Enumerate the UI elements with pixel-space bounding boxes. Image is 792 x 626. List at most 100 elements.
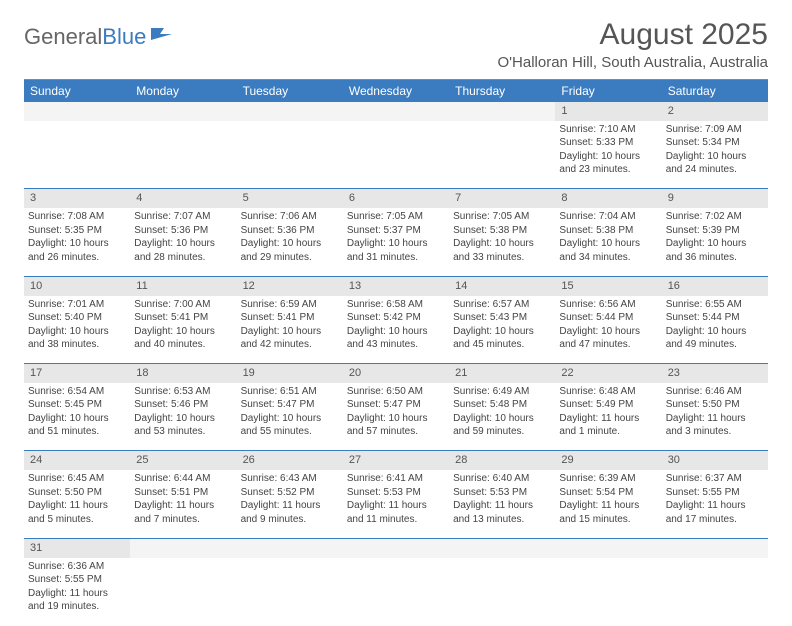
daylight-text: and 31 minutes. [347, 251, 445, 265]
daylight-text: Daylight: 10 hours [666, 150, 764, 164]
day-cell: Sunrise: 6:44 AMSunset: 5:51 PMDaylight:… [130, 470, 236, 538]
sunrise-text: Sunrise: 7:08 AM [28, 210, 126, 224]
sunrise-text: Sunrise: 7:07 AM [134, 210, 232, 224]
daylight-text: and 23 minutes. [559, 163, 657, 177]
daylight-text: Daylight: 10 hours [134, 412, 232, 426]
sunrise-text: Sunrise: 6:41 AM [347, 472, 445, 486]
day-cell: Sunrise: 7:08 AMSunset: 5:35 PMDaylight:… [24, 208, 130, 276]
day-number: 23 [662, 364, 768, 383]
daylight-text: Daylight: 10 hours [241, 412, 339, 426]
daylight-text: and 28 minutes. [134, 251, 232, 265]
header: GeneralBlue August 2025 O'Halloran Hill,… [24, 18, 768, 71]
sunrise-text: Sunrise: 6:45 AM [28, 472, 126, 486]
day-cell: Sunrise: 6:55 AMSunset: 5:44 PMDaylight:… [662, 296, 768, 364]
daylight-text: Daylight: 10 hours [134, 325, 232, 339]
day-number: 21 [449, 364, 555, 383]
day-cell: Sunrise: 7:05 AMSunset: 5:37 PMDaylight:… [343, 208, 449, 276]
sunset-text: Sunset: 5:55 PM [666, 486, 764, 500]
daylight-text: and 40 minutes. [134, 338, 232, 352]
sunrise-text: Sunrise: 6:39 AM [559, 472, 657, 486]
sunset-text: Sunset: 5:35 PM [28, 224, 126, 238]
week-row: Sunrise: 6:36 AMSunset: 5:55 PMDaylight:… [24, 558, 768, 626]
sunrise-text: Sunrise: 6:53 AM [134, 385, 232, 399]
sunset-text: Sunset: 5:47 PM [347, 398, 445, 412]
day-number: 25 [130, 451, 236, 470]
day-cell: Sunrise: 6:51 AMSunset: 5:47 PMDaylight:… [237, 383, 343, 451]
day-number: 17 [24, 364, 130, 383]
flag-icon [150, 24, 176, 50]
daylight-text: and 9 minutes. [241, 513, 339, 527]
daylight-text: and 26 minutes. [28, 251, 126, 265]
daynum-row: 10111213141516 [24, 276, 768, 295]
day-cell: Sunrise: 7:04 AMSunset: 5:38 PMDaylight:… [555, 208, 661, 276]
sunrise-text: Sunrise: 6:40 AM [453, 472, 551, 486]
daylight-text: Daylight: 10 hours [666, 237, 764, 251]
day-cell: Sunrise: 6:36 AMSunset: 5:55 PMDaylight:… [24, 558, 130, 626]
day-cell: Sunrise: 6:43 AMSunset: 5:52 PMDaylight:… [237, 470, 343, 538]
sunset-text: Sunset: 5:42 PM [347, 311, 445, 325]
sunset-text: Sunset: 5:45 PM [28, 398, 126, 412]
daylight-text: Daylight: 11 hours [28, 499, 126, 513]
day-number: 9 [662, 189, 768, 208]
day-cell: Sunrise: 7:00 AMSunset: 5:41 PMDaylight:… [130, 296, 236, 364]
dayname-header: Wednesday [343, 80, 449, 103]
dayname-header: Saturday [662, 80, 768, 103]
daynum-row: 3456789 [24, 189, 768, 208]
day-cell [449, 121, 555, 189]
day-number: 8 [555, 189, 661, 208]
day-number: 30 [662, 451, 768, 470]
daylight-text: Daylight: 10 hours [28, 325, 126, 339]
sunrise-text: Sunrise: 7:10 AM [559, 123, 657, 137]
day-number: 2 [662, 102, 768, 121]
sunset-text: Sunset: 5:36 PM [134, 224, 232, 238]
daylight-text: Daylight: 10 hours [559, 325, 657, 339]
sunset-text: Sunset: 5:43 PM [453, 311, 551, 325]
day-cell [24, 121, 130, 189]
sunrise-text: Sunrise: 6:48 AM [559, 385, 657, 399]
daylight-text: Daylight: 10 hours [453, 325, 551, 339]
daylight-text: and 5 minutes. [28, 513, 126, 527]
day-cell: Sunrise: 7:10 AMSunset: 5:33 PMDaylight:… [555, 121, 661, 189]
day-number [449, 102, 555, 121]
sunset-text: Sunset: 5:36 PM [241, 224, 339, 238]
day-cell: Sunrise: 6:45 AMSunset: 5:50 PMDaylight:… [24, 470, 130, 538]
day-number: 19 [237, 364, 343, 383]
daylight-text: and 33 minutes. [453, 251, 551, 265]
sunrise-text: Sunrise: 6:50 AM [347, 385, 445, 399]
week-row: Sunrise: 7:01 AMSunset: 5:40 PMDaylight:… [24, 296, 768, 364]
week-row: Sunrise: 7:08 AMSunset: 5:35 PM Daylight:… [24, 208, 768, 276]
day-cell [449, 558, 555, 626]
day-cell: Sunrise: 6:57 AMSunset: 5:43 PMDaylight:… [449, 296, 555, 364]
day-cell: Sunrise: 7:05 AMSunset: 5:38 PMDaylight:… [449, 208, 555, 276]
logo-text-general: General [24, 24, 102, 50]
sunset-text: Sunset: 5:41 PM [241, 311, 339, 325]
daylight-text: Daylight: 10 hours [134, 237, 232, 251]
sunrise-text: Sunrise: 6:58 AM [347, 298, 445, 312]
sunrise-text: Sunrise: 6:51 AM [241, 385, 339, 399]
sunset-text: Sunset: 5:37 PM [347, 224, 445, 238]
day-number: 13 [343, 276, 449, 295]
sunset-text: Sunset: 5:40 PM [28, 311, 126, 325]
day-number [130, 102, 236, 121]
day-cell: Sunrise: 6:46 AMSunset: 5:50 PMDaylight:… [662, 383, 768, 451]
daylight-text: and 15 minutes. [559, 513, 657, 527]
day-cell: Sunrise: 6:54 AMSunset: 5:45 PMDaylight:… [24, 383, 130, 451]
daylight-text: and 51 minutes. [28, 425, 126, 439]
daylight-text: and 57 minutes. [347, 425, 445, 439]
dayname-header: Sunday [24, 80, 130, 103]
day-cell: Sunrise: 6:50 AMSunset: 5:47 PMDaylight:… [343, 383, 449, 451]
day-cell [555, 558, 661, 626]
daylight-text: Daylight: 11 hours [347, 499, 445, 513]
sunset-text: Sunset: 5:34 PM [666, 136, 764, 150]
sunset-text: Sunset: 5:50 PM [666, 398, 764, 412]
day-number: 29 [555, 451, 661, 470]
sunrise-text: Sunrise: 7:06 AM [241, 210, 339, 224]
daylight-text: Daylight: 10 hours [453, 237, 551, 251]
calendar-table: SundayMondayTuesdayWednesdayThursdayFrid… [24, 79, 768, 626]
sunrise-text: Sunrise: 7:04 AM [559, 210, 657, 224]
day-cell: Sunrise: 7:02 AMSunset: 5:39 PMDaylight:… [662, 208, 768, 276]
sunrise-text: Sunrise: 6:36 AM [28, 560, 126, 574]
day-number: 16 [662, 276, 768, 295]
location-subtitle: O'Halloran Hill, South Australia, Austra… [498, 54, 769, 71]
daylight-text: and 13 minutes. [453, 513, 551, 527]
